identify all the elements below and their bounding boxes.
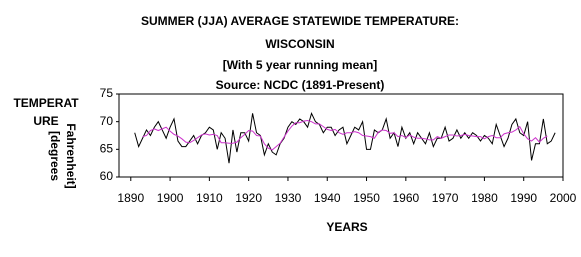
y-tick-label: 75	[100, 86, 114, 100]
y-axis-label: Fahrenheit]	[64, 123, 78, 188]
x-tick-label: 1980	[471, 191, 498, 205]
y-axis-label: [degrees	[48, 131, 62, 181]
x-tick-label: 1950	[353, 191, 380, 205]
x-tick-label: 2000	[550, 191, 577, 205]
x-tick-label: 1930	[275, 191, 302, 205]
x-tick-label: 1910	[196, 191, 223, 205]
subtitle: Source: NCDC (1891-Present)	[216, 78, 385, 92]
x-tick-label: 1960	[392, 191, 419, 205]
x-axis-label: YEARS	[326, 220, 367, 234]
y-tick-label: 65	[100, 142, 114, 156]
series-line	[142, 120, 548, 151]
y-axis-label: TEMPERAT	[13, 96, 79, 110]
x-tick-label: 1970	[432, 191, 459, 205]
x-tick-label: 1940	[314, 191, 341, 205]
y-tick-label: 60	[100, 169, 114, 183]
y-axis-label: URE	[33, 114, 58, 128]
title: WISCONSIN	[265, 37, 334, 51]
x-tick-label: 1890	[117, 191, 144, 205]
y-tick-label: 70	[100, 114, 114, 128]
series-line	[134, 111, 556, 164]
x-tick-label: 1920	[235, 191, 262, 205]
title: SUMMER (JJA) AVERAGE STATEWIDE TEMPERATU…	[141, 14, 459, 28]
x-tick-label: 1990	[510, 191, 537, 205]
subtitle: [With 5 year running mean]	[223, 58, 378, 72]
x-tick-label: 1900	[157, 191, 184, 205]
plot-frame	[118, 93, 564, 178]
